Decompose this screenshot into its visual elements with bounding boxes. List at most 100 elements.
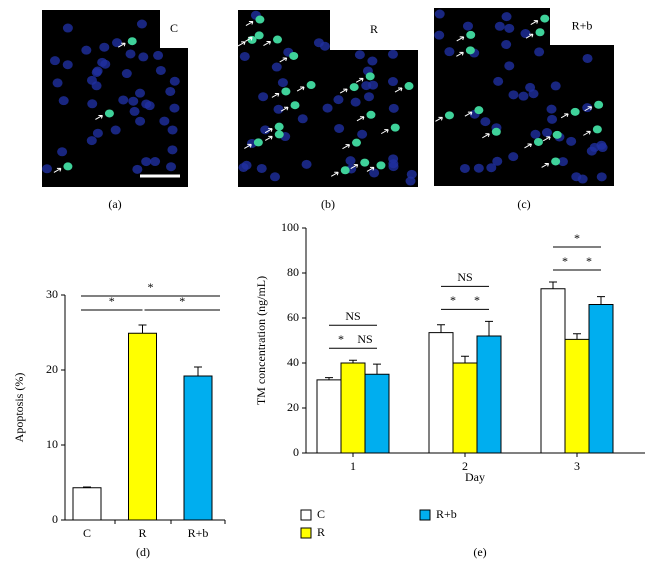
apoptotic-cell <box>592 125 602 134</box>
cell <box>169 76 180 86</box>
cell <box>501 40 512 50</box>
cell <box>566 136 577 146</box>
legend-label: R <box>317 525 325 539</box>
bar <box>72 487 102 521</box>
cell <box>167 125 178 135</box>
error-bar <box>138 324 147 334</box>
significance-label: * <box>586 254 592 268</box>
bar <box>128 332 157 521</box>
cell <box>153 50 164 60</box>
significance-label: NS <box>457 270 472 284</box>
bar <box>588 304 614 454</box>
cell <box>501 12 512 22</box>
apoptotic-cell <box>474 106 484 115</box>
bar <box>540 288 566 454</box>
cell <box>135 116 146 126</box>
cell <box>92 128 103 138</box>
apoptotic-cell <box>552 130 562 139</box>
apoptotic-cell <box>594 100 604 109</box>
apoptotic-cell <box>540 14 550 23</box>
y-tick-label: 0 <box>52 512 58 526</box>
image-label: R <box>370 22 378 36</box>
cell <box>582 103 593 113</box>
cell <box>301 159 312 169</box>
cell <box>110 125 121 135</box>
error-bar <box>573 333 581 340</box>
cell <box>239 51 250 61</box>
apoptotic-cell <box>254 31 264 40</box>
apoptotic-cell <box>533 137 543 146</box>
cell <box>81 45 92 55</box>
cell <box>459 163 470 173</box>
cell <box>135 88 146 98</box>
bar <box>364 373 390 454</box>
cell <box>406 169 417 179</box>
cell <box>297 114 308 124</box>
significance-label: * <box>562 254 568 268</box>
image-label: R+b <box>572 18 593 32</box>
x-tick-label: C <box>83 526 91 540</box>
panel-label: (d) <box>136 545 150 559</box>
cell <box>167 145 178 155</box>
apoptotic-cell <box>404 82 414 91</box>
apoptotic-cell <box>281 87 291 96</box>
apoptotic-cell <box>570 107 580 116</box>
bar <box>340 362 366 454</box>
apoptotic-cell <box>290 101 300 110</box>
cell <box>49 56 60 66</box>
cell <box>596 172 607 182</box>
cell <box>388 162 399 172</box>
cell <box>125 49 136 59</box>
cell <box>492 156 503 166</box>
cell <box>256 163 267 173</box>
cell <box>138 52 149 62</box>
y-tick-label: 20 <box>46 362 58 376</box>
significance-label: * <box>450 293 456 307</box>
cell <box>508 152 519 162</box>
cell <box>271 62 282 72</box>
label-box <box>160 10 188 48</box>
apoptotic-cell <box>365 72 375 81</box>
error-bar <box>83 486 91 488</box>
arrow <box>265 135 273 141</box>
cell <box>525 82 536 92</box>
apoptotic-cell <box>306 81 316 90</box>
cell <box>388 154 399 164</box>
arrow <box>584 106 593 112</box>
cell <box>582 53 593 63</box>
legend-swatch <box>419 509 431 521</box>
arrow <box>271 92 280 98</box>
bar <box>452 362 478 454</box>
x-tick-label: R+b <box>188 526 209 540</box>
arrow <box>560 113 569 119</box>
bar <box>316 379 342 454</box>
cell <box>520 29 531 39</box>
arrow <box>244 143 252 149</box>
arrow <box>296 86 305 92</box>
apoptotic-cell <box>491 127 501 136</box>
cell <box>508 90 519 100</box>
y-axis-label: Apoptosis (%) <box>12 373 26 443</box>
cell <box>334 123 345 133</box>
x-tick-label: 2 <box>462 459 468 473</box>
arrow <box>264 128 273 134</box>
cell <box>550 81 561 91</box>
arrow <box>583 130 591 136</box>
cell <box>322 103 333 113</box>
apoptotic-cell <box>274 122 284 131</box>
cell <box>486 163 497 173</box>
cell <box>367 56 378 66</box>
apoptotic-cell <box>63 162 73 171</box>
significance-label: * <box>338 332 344 346</box>
x-tick-label: R <box>138 526 146 540</box>
cell <box>118 95 129 105</box>
apoptotic-cell <box>274 130 284 139</box>
arrow <box>280 106 289 112</box>
significance-label: * <box>179 294 185 308</box>
arrow <box>482 133 490 139</box>
arrow <box>355 77 364 83</box>
cell <box>128 96 139 106</box>
arrow <box>435 116 443 122</box>
arrow <box>394 87 403 93</box>
